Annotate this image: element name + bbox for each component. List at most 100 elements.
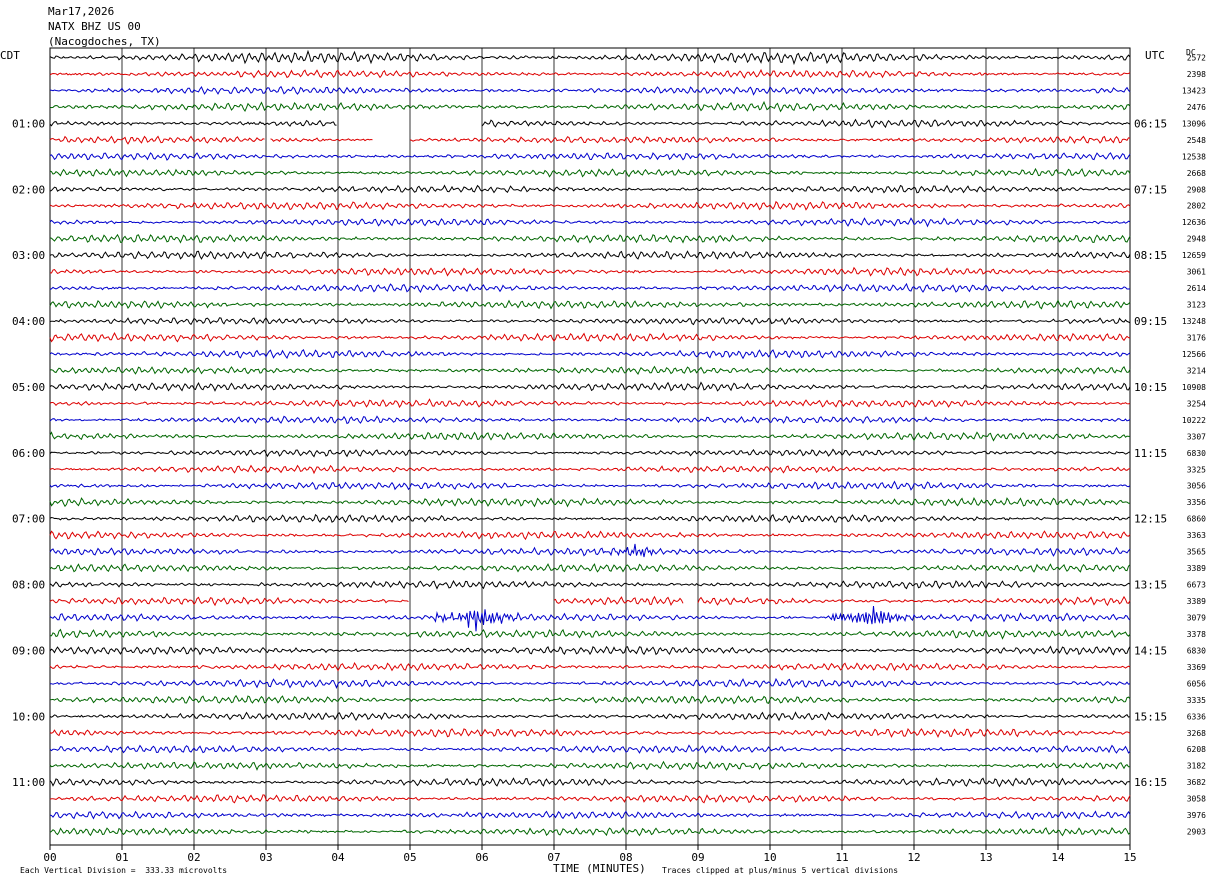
left-hour-label: 09:00 [12, 644, 45, 657]
seismic-trace [49, 217, 1131, 228]
seismic-trace [49, 563, 1131, 573]
dc-offset-label: 3389 [1187, 564, 1206, 573]
dc-offset-label: 6673 [1187, 581, 1206, 590]
dc-offset-label: 6056 [1187, 679, 1206, 688]
x-tick-label: 10 [763, 851, 776, 864]
x-tick-label: 15 [1123, 851, 1136, 864]
left-hour-label: 06:00 [12, 447, 45, 460]
dc-offset-label: 2548 [1187, 136, 1206, 145]
x-tick-label: 03 [259, 851, 272, 864]
seismic-trace [49, 100, 1131, 113]
seismic-trace [49, 266, 1131, 277]
dc-offset-label: 3307 [1187, 432, 1206, 441]
seismic-trace [49, 645, 1131, 656]
dc-offset-label: 3056 [1187, 482, 1206, 491]
right-hour-label: 11:15 [1134, 447, 1167, 460]
seismic-trace [49, 233, 1131, 244]
seismic-trace [49, 299, 1131, 310]
seismic-trace [49, 744, 1131, 754]
seismic-trace [49, 497, 1130, 508]
x-tick-label: 08 [619, 851, 632, 864]
dc-offset-label: 3369 [1187, 663, 1206, 672]
seismic-trace [49, 727, 1131, 739]
seismic-trace [49, 827, 1131, 837]
dc-offset-label: 6830 [1187, 646, 1206, 655]
seismic-trace [49, 85, 1131, 96]
dc-offset-label: 13423 [1182, 86, 1206, 95]
right-hour-label: 15:15 [1134, 710, 1167, 723]
right-hour-label: 07:15 [1134, 183, 1167, 196]
left-hour-label: 05:00 [12, 381, 45, 394]
dc-offset-label: 3565 [1187, 548, 1206, 557]
seismic-trace [49, 513, 1131, 524]
seismic-trace [49, 794, 1131, 804]
seismic-trace [49, 118, 1131, 129]
dc-offset-label: 10908 [1182, 383, 1206, 392]
dc-offset-label: 13248 [1182, 317, 1206, 326]
seismic-trace [49, 135, 1131, 145]
seismic-trace [49, 381, 1131, 392]
scale-note: Each Vertical Division = 333.33 microvol… [20, 866, 228, 875]
plot-date: Mar17,2026 [48, 5, 115, 18]
dc-offset-label: 3058 [1187, 795, 1206, 804]
dc-offset-label: 3079 [1187, 613, 1206, 622]
dc-offset-label: 10222 [1182, 416, 1206, 425]
dc-offset-label: 3389 [1187, 597, 1206, 606]
dc-offset-label: 12566 [1182, 350, 1206, 359]
right-timezone-label: UTC [1145, 49, 1165, 62]
dc-offset-label: 2802 [1187, 202, 1206, 211]
seismic-trace [49, 595, 1131, 607]
x-tick-label: 13 [979, 851, 992, 864]
seismic-trace [49, 694, 1131, 705]
dc-offset-label: 3335 [1187, 696, 1206, 705]
seismic-trace [49, 810, 1131, 821]
dc-offset-label: 3182 [1187, 762, 1206, 771]
clip-note: Traces clipped at plus/minus 5 vertical … [662, 866, 899, 875]
seismic-trace [49, 282, 1131, 293]
dc-offset-label: 2572 [1187, 54, 1206, 63]
x-axis-title: TIME (MINUTES) [553, 862, 646, 875]
seismic-trace [49, 68, 1131, 79]
right-hour-label: 12:15 [1134, 513, 1167, 526]
dc-offset-label: 6208 [1187, 745, 1206, 754]
left-hour-label: 04:00 [12, 315, 45, 328]
dc-offset-label: 3254 [1187, 399, 1206, 408]
left-hour-label: 07:00 [12, 513, 45, 526]
dc-offset-label: 12636 [1182, 218, 1206, 227]
x-tick-label: 05 [403, 851, 416, 864]
left-hour-label: 03:00 [12, 249, 45, 262]
right-hour-label: 16:15 [1134, 776, 1167, 789]
left-timezone-label: CDT [0, 49, 20, 62]
seismic-trace [49, 152, 1131, 161]
dc-offset-label: 2668 [1187, 169, 1206, 178]
seismic-trace [49, 543, 1131, 558]
dc-offset-header: DC [1186, 48, 1196, 57]
station-code: NATX BHZ US 00 [48, 20, 141, 33]
dc-offset-label: 13096 [1182, 119, 1206, 128]
left-hour-label: 10:00 [12, 710, 45, 723]
x-tick-label: 06 [475, 851, 488, 864]
right-hour-label: 14:15 [1134, 644, 1167, 657]
dc-offset-label: 6860 [1187, 515, 1206, 524]
seismic-trace [49, 184, 1130, 194]
right-hour-label: 06:15 [1134, 117, 1167, 130]
right-hour-label: 09:15 [1134, 315, 1167, 328]
seismic-trace [49, 662, 1131, 672]
seismic-trace [49, 760, 1130, 771]
dc-offset-label: 3176 [1187, 333, 1206, 342]
seismic-trace [49, 167, 1131, 178]
left-hour-label: 08:00 [12, 579, 45, 592]
seismic-trace [49, 415, 1131, 425]
seismic-trace [49, 250, 1131, 260]
seismic-trace [49, 348, 1131, 360]
left-hour-label: 11:00 [12, 776, 45, 789]
seismic-trace [49, 530, 1131, 541]
x-tick-label: 14 [1051, 851, 1065, 864]
dc-offset-label: 3682 [1187, 778, 1206, 787]
seismic-trace [49, 317, 1131, 326]
x-tick-label: 12 [907, 851, 920, 864]
seismic-trace [49, 431, 1130, 442]
right-hour-label: 10:15 [1134, 381, 1167, 394]
dc-offset-label: 3363 [1187, 531, 1206, 540]
